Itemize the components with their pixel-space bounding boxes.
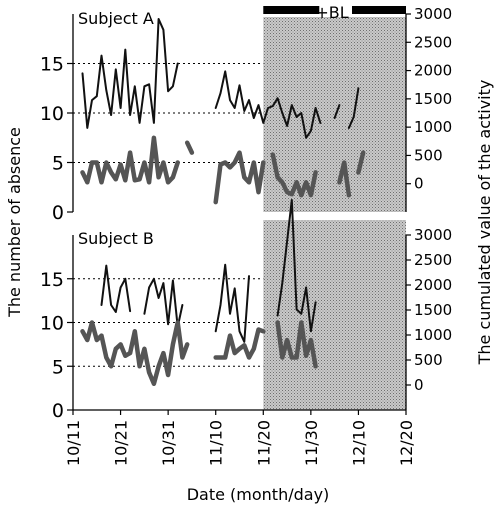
left-tick-label: 5 [52, 356, 64, 378]
left-tick-label: 5 [52, 153, 64, 175]
x-tick-label: 12/10 [349, 420, 368, 466]
right-tick-label: 2000 [414, 276, 452, 294]
right-tick-label: 3000 [414, 5, 452, 23]
right-tick-label: 1500 [414, 301, 452, 319]
left-tick-label: 10 [40, 313, 64, 335]
series-lines [80, 18, 366, 387]
series-thick-grey-line [80, 135, 180, 185]
series-thin-black-line [143, 277, 184, 328]
right-tick-label: 3000 [414, 226, 452, 244]
series-thin-black-line [214, 263, 250, 343]
series-thick-grey-line [213, 150, 266, 205]
right-tick-label: 500 [414, 146, 443, 164]
x-tick-label: 11/10 [207, 420, 226, 466]
right-tick-label: 2500 [414, 33, 452, 51]
x-tick-label: 10/11 [64, 420, 83, 466]
right-tick-label: 0 [414, 376, 424, 394]
left-tick-label: 10 [40, 103, 64, 125]
x-tick-label: 10/21 [112, 420, 131, 466]
bl-bar-left [263, 6, 320, 14]
axes: 0 5 10 15 0 500 1000 1500 2000 2500 3000 0 5 10 15 0 500… [40, 5, 452, 466]
right-tick-label: 0 [414, 175, 424, 193]
series-thick-grey-line [337, 160, 352, 198]
left-tick-label: 15 [40, 54, 64, 76]
bl-shaded-region-subject-b [263, 220, 406, 410]
left-tick-label: 15 [40, 269, 64, 291]
x-tick-label: 12/20 [397, 420, 416, 466]
series-thin-black-line [100, 264, 132, 313]
right-tick-label: 1500 [414, 90, 452, 108]
series-thick-grey-line [213, 327, 266, 360]
bl-annotation: +BL [263, 3, 406, 22]
left-tick-label: 0 [52, 202, 64, 224]
series-thick-grey-line [356, 150, 366, 175]
series-thin-black-line [81, 18, 179, 129]
y2-axis-title: The cumulated value of the activity [475, 80, 494, 366]
left-tick-label: 0 [52, 400, 64, 422]
series-thick-grey-line [80, 320, 190, 387]
bl-label: +BL [315, 3, 348, 22]
right-tick-label: 500 [414, 351, 443, 369]
series-thin-black-line [347, 87, 360, 129]
panel-label-subject-a: Subject A [78, 9, 154, 28]
right-tick-label: 1000 [414, 118, 452, 136]
series-thick-grey-line [275, 320, 318, 369]
bl-shaded-region-subject-a [263, 17, 406, 212]
series-thin-black-line [333, 104, 341, 119]
series-thick-grey-line [184, 140, 195, 155]
series-thick-grey-line [270, 152, 318, 198]
right-tick-label: 2000 [414, 62, 452, 80]
x-tick-label: 11/30 [302, 420, 321, 466]
y-axis-title: The number of absence [5, 127, 24, 318]
bl-bar-right [352, 6, 406, 14]
right-tick-label: 2500 [414, 251, 452, 269]
series-thin-black-line [214, 70, 322, 139]
right-tick-label: 1000 [414, 326, 452, 344]
x-tick-label: 10/31 [159, 420, 178, 466]
panel-label-subject-b: Subject B [78, 229, 154, 248]
x-axis-title: Date (month/day) [187, 485, 330, 504]
series-thin-black-line [276, 199, 317, 333]
x-tick-label: 11/20 [254, 420, 273, 466]
